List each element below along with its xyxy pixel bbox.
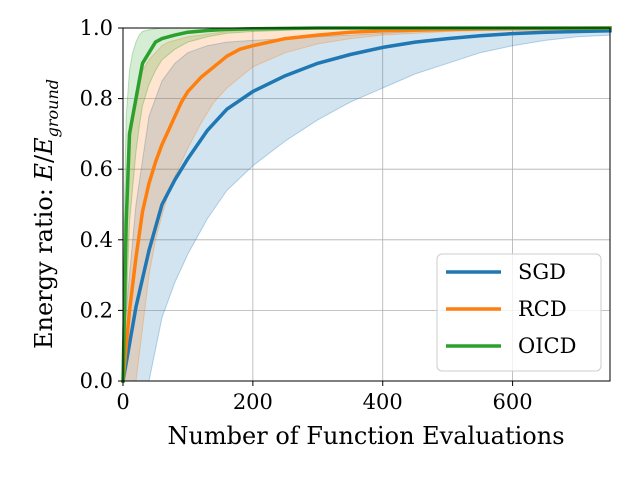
legend-label-rcd: RCD (518, 297, 567, 321)
y-axis-label-prefix: Energy ratio: (30, 181, 58, 349)
y-tick-label: 0.2 (80, 298, 113, 322)
line-sgd (120, 29, 612, 384)
y-tick-label: 0.0 (80, 369, 113, 393)
legend-box (436, 253, 602, 372)
y-tick-label: 0.6 (80, 157, 113, 181)
y-axis-label-e-sub: E (30, 137, 58, 156)
legend-label-sgd: SGD (518, 260, 566, 284)
y-axis-label-e: E (30, 163, 58, 182)
x-axis-label: Number of Function Evaluations (167, 422, 564, 450)
y-axis-label-slash: / (30, 154, 58, 163)
y-tick-label: 0.4 (80, 228, 113, 252)
y-axis-label: Energy ratio: E/Eground (30, 79, 62, 349)
x-tick-label: 0 (116, 390, 129, 414)
legend: SGD RCD OICD (436, 253, 602, 372)
line-rcd (121, 26, 612, 383)
y-tick-label: 1.0 (80, 16, 113, 40)
x-tick-label: 400 (363, 390, 403, 414)
plot-frame (122, 27, 611, 382)
y-tick-label: 0.8 (80, 87, 113, 111)
legend-label-oicd: OICD (518, 334, 576, 358)
axis-ticks: 0 200 400 600 0.0 0.2 0.4 0.6 0.8 1.0 (80, 16, 533, 414)
x-tick-label: 200 (233, 390, 273, 414)
x-tick-label: 600 (493, 390, 533, 414)
y-axis-label-subscript: ground (43, 79, 62, 137)
